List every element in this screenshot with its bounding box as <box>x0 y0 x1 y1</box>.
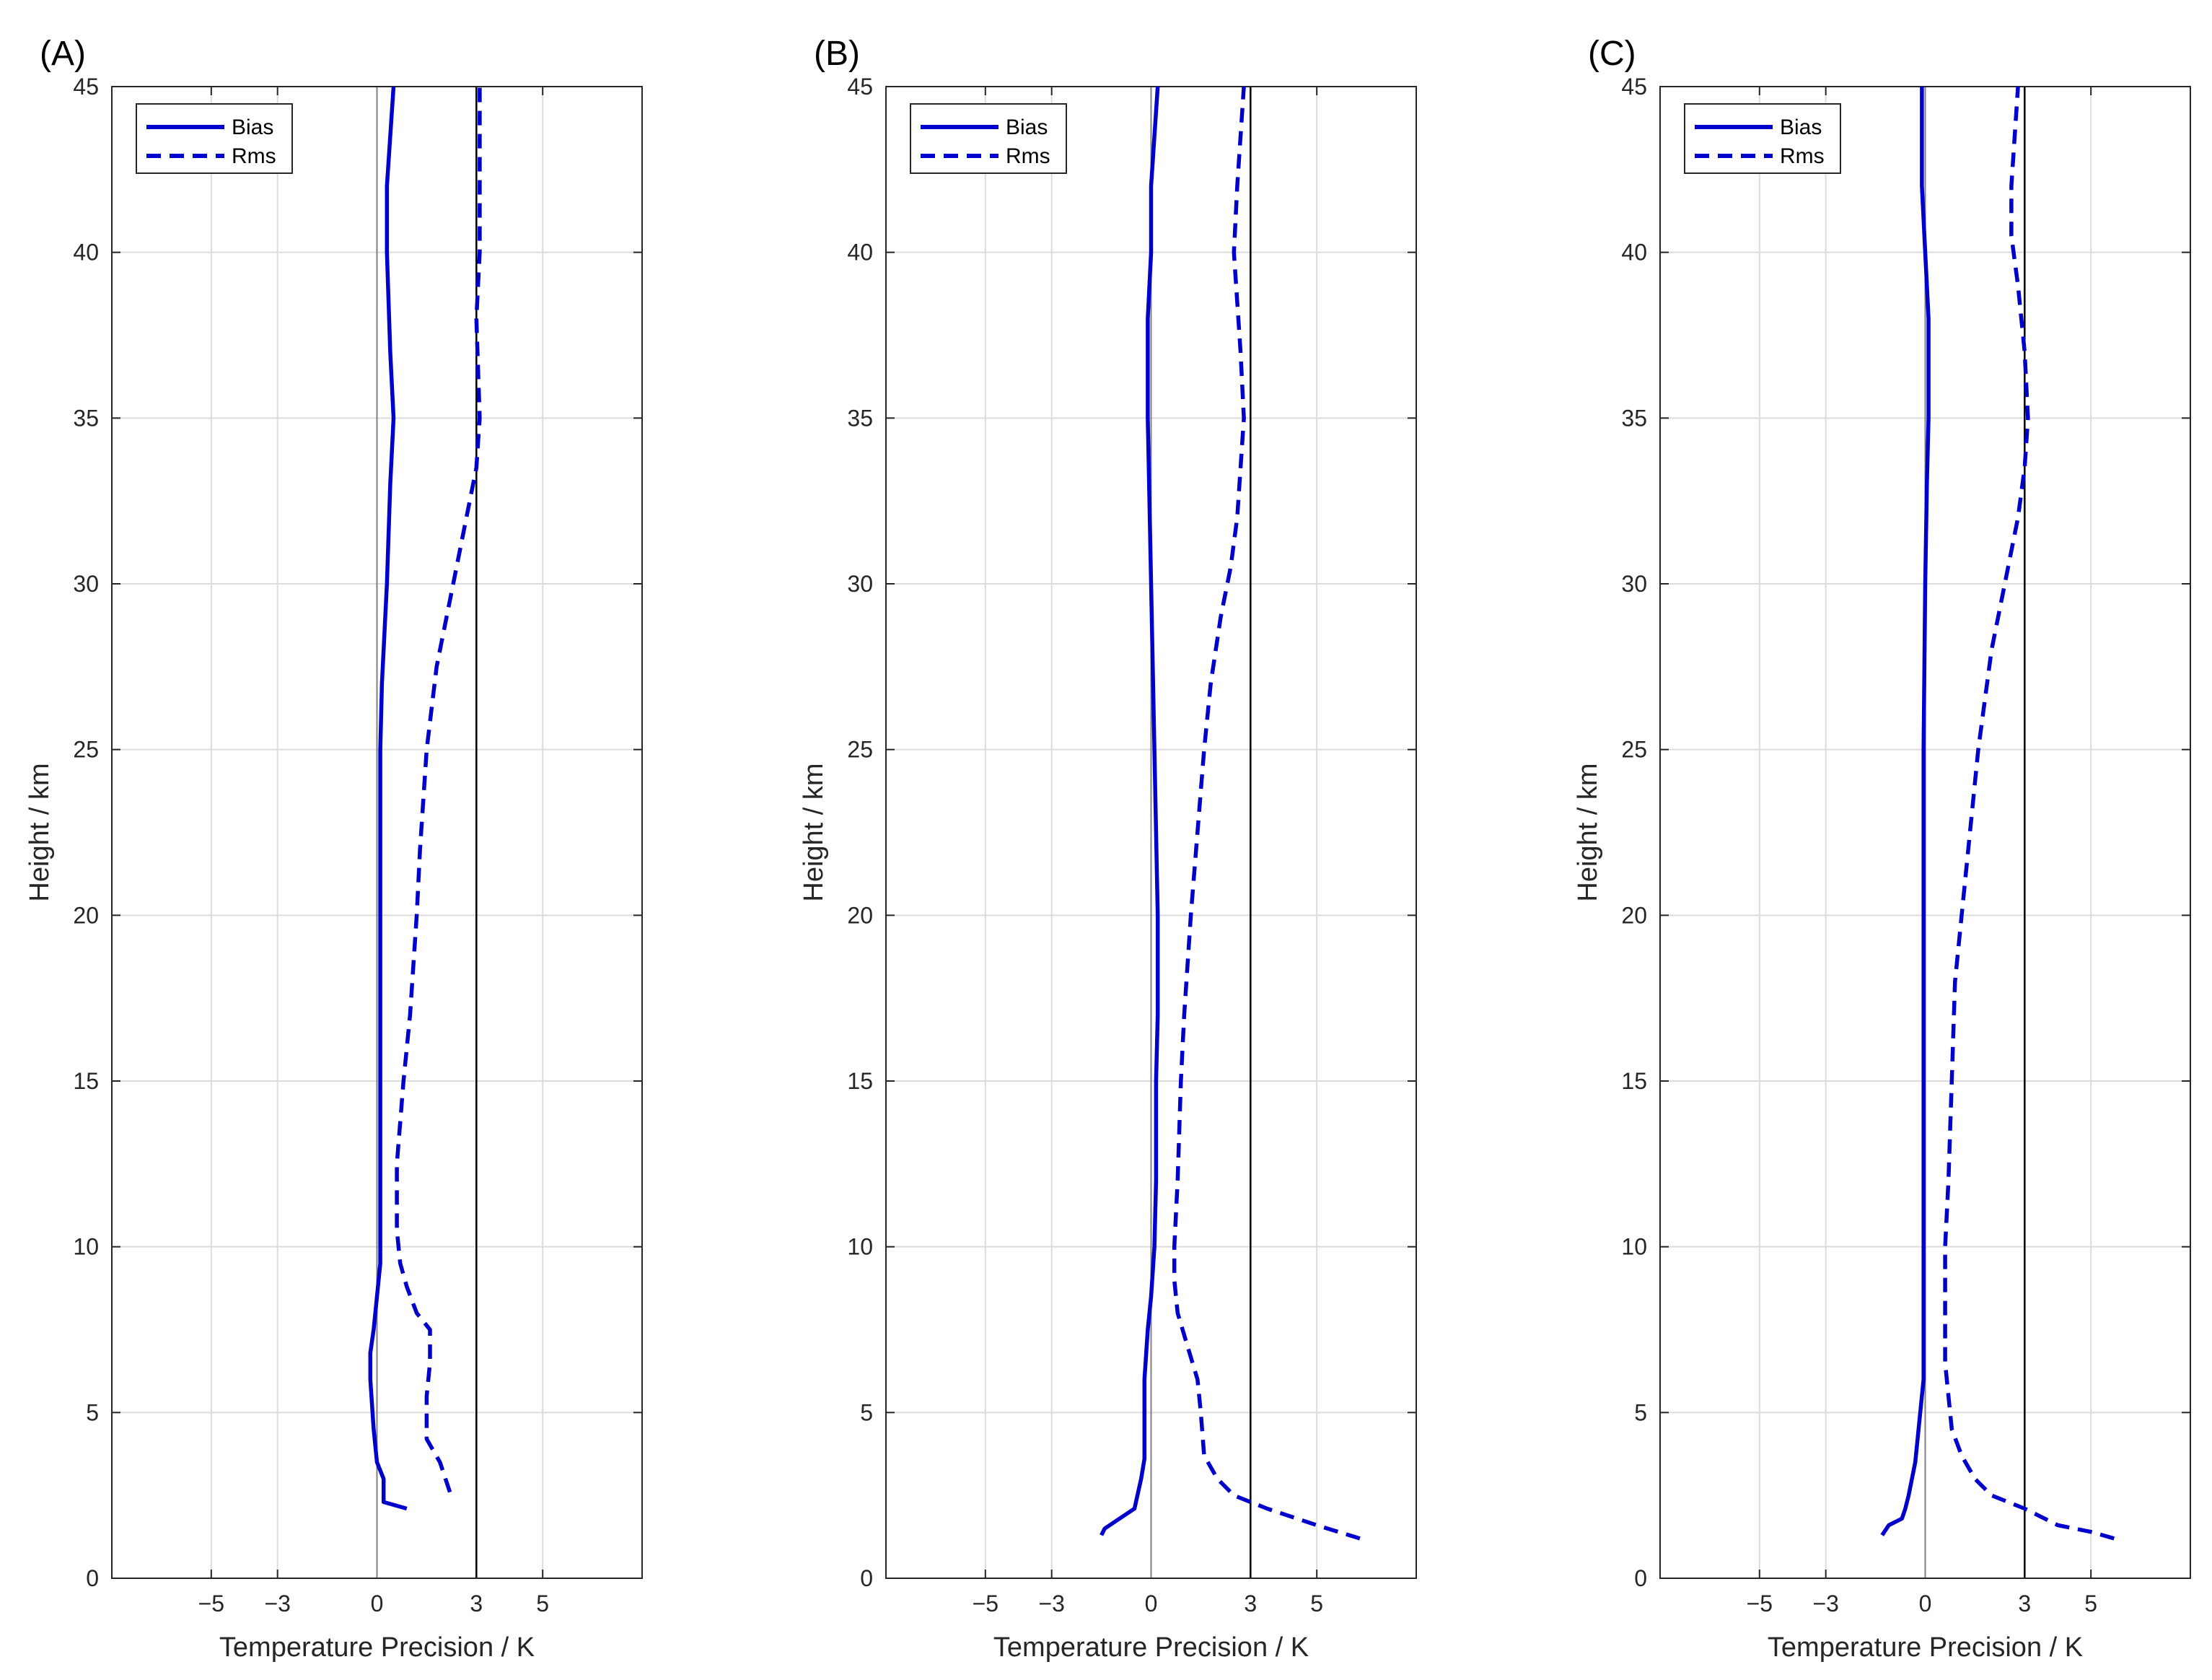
bias-line <box>1880 87 1931 1536</box>
x-tick-label: −3 <box>1812 1591 1838 1616</box>
x-tick-label: 0 <box>371 1591 384 1616</box>
legend-label-bias: Bias <box>1780 115 1822 139</box>
rms-line <box>1172 86 1361 1541</box>
y-tick-label: 30 <box>1621 571 1647 597</box>
y-tick-label: 5 <box>86 1399 99 1425</box>
x-tick-label: 0 <box>1919 1591 1932 1616</box>
x-axis-label: Temperature Precision / K <box>993 1632 1309 1663</box>
y-tick-label: 20 <box>847 902 873 928</box>
y-tick-label: 30 <box>73 571 99 597</box>
rms-line <box>1943 86 2115 1541</box>
y-tick-label: 25 <box>73 737 99 763</box>
y-tick-label: 20 <box>1621 902 1647 928</box>
x-tick-label: 0 <box>1145 1591 1158 1616</box>
legend-box <box>136 103 293 174</box>
y-tick-label: 30 <box>847 571 873 597</box>
legend-label-rms: Rms <box>232 144 276 168</box>
legend-box <box>910 103 1067 174</box>
y-tick-label: 20 <box>73 902 99 928</box>
y-tick-label: 25 <box>1621 737 1647 763</box>
x-tick-label: 3 <box>470 1591 483 1616</box>
y-tick-label: 45 <box>73 74 99 100</box>
y-tick-label: 40 <box>73 240 99 266</box>
x-tick-label: −5 <box>1747 1591 1773 1616</box>
y-tick-label: 0 <box>860 1565 873 1591</box>
x-axis-label: Temperature Precision / K <box>219 1632 535 1663</box>
y-tick-label: 5 <box>1634 1399 1647 1425</box>
y-tick-label: 40 <box>1621 240 1647 266</box>
y-axis-label: Height / km <box>25 763 55 901</box>
x-axis-label: Temperature Precision / K <box>1768 1632 2083 1663</box>
y-tick-label: 10 <box>1621 1234 1647 1260</box>
y-tick-label: 15 <box>847 1068 873 1094</box>
legend-label-bias: Bias <box>1006 115 1048 139</box>
legend-label-bias: Bias <box>232 115 273 139</box>
x-tick-label: −3 <box>264 1591 290 1616</box>
y-tick-label: 5 <box>860 1399 873 1425</box>
y-tick-label: 40 <box>847 240 873 266</box>
y-tick-label: 0 <box>86 1565 99 1591</box>
axes-box <box>1659 86 2191 1579</box>
x-tick-label: 3 <box>2018 1591 2031 1616</box>
rms-line <box>395 87 482 1493</box>
axes-box <box>885 86 1417 1579</box>
bias-line <box>1100 86 1160 1536</box>
legend-box <box>1684 103 1841 174</box>
panel-label: (A) <box>40 35 86 73</box>
legend-label-rms: Rms <box>1780 144 1825 168</box>
bias-line <box>368 86 408 1511</box>
y-tick-label: 0 <box>1634 1565 1647 1591</box>
y-tick-label: 15 <box>73 1068 99 1094</box>
y-tick-label: 45 <box>1621 74 1647 100</box>
y-tick-label: 10 <box>73 1234 99 1260</box>
x-tick-label: −3 <box>1038 1591 1064 1616</box>
x-tick-label: 5 <box>2084 1591 2097 1616</box>
y-tick-label: 35 <box>847 405 873 431</box>
axes-box <box>111 86 643 1579</box>
x-tick-label: −5 <box>973 1591 999 1616</box>
x-tick-label: 5 <box>536 1591 549 1616</box>
y-tick-label: 10 <box>847 1234 873 1260</box>
x-tick-label: 5 <box>1310 1591 1323 1616</box>
y-tick-label: 15 <box>1621 1068 1647 1094</box>
y-axis-label: Height / km <box>799 763 829 901</box>
x-tick-label: 3 <box>1244 1591 1257 1616</box>
panel-label: (C) <box>1588 35 1636 73</box>
y-tick-label: 25 <box>847 737 873 763</box>
y-tick-label: 45 <box>847 74 873 100</box>
panel-label: (B) <box>814 35 860 73</box>
y-tick-label: 35 <box>1621 405 1647 431</box>
y-axis-label: Height / km <box>1573 763 1603 901</box>
y-tick-label: 35 <box>73 405 99 431</box>
x-tick-label: −5 <box>198 1591 224 1616</box>
legend-label-rms: Rms <box>1006 144 1050 168</box>
